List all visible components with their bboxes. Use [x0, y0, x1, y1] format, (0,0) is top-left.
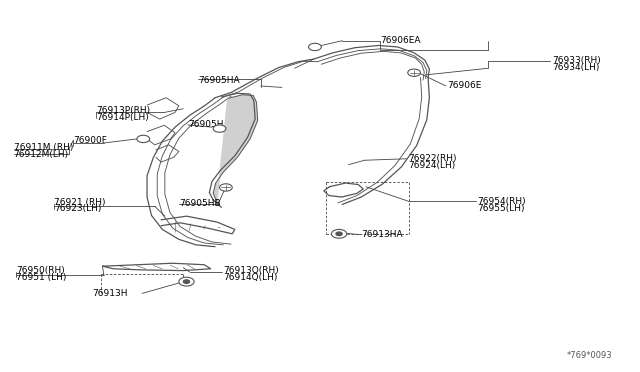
Text: 76914Q(LH): 76914Q(LH)	[223, 273, 278, 282]
Circle shape	[308, 43, 321, 51]
Text: 76914P(LH): 76914P(LH)	[96, 113, 149, 122]
Text: 76913P(RH): 76913P(RH)	[96, 106, 150, 115]
Text: 76921 (RH): 76921 (RH)	[54, 198, 106, 207]
Circle shape	[332, 230, 347, 238]
Text: 76900F: 76900F	[74, 136, 107, 145]
Circle shape	[220, 184, 232, 191]
Polygon shape	[213, 95, 258, 202]
Text: 76933(RH): 76933(RH)	[552, 57, 601, 65]
Text: 76954(RH): 76954(RH)	[477, 197, 526, 206]
Circle shape	[179, 277, 194, 286]
Text: 76913H: 76913H	[92, 289, 128, 298]
Circle shape	[408, 69, 420, 76]
Text: 76955(LH): 76955(LH)	[477, 203, 525, 212]
Text: 76951 (LH): 76951 (LH)	[16, 273, 67, 282]
Text: 76905HA: 76905HA	[198, 76, 239, 84]
Text: 76924(LH): 76924(LH)	[408, 161, 455, 170]
Text: 76905HB: 76905HB	[179, 199, 220, 208]
Text: 76906EA: 76906EA	[380, 36, 421, 45]
Circle shape	[184, 280, 189, 283]
Text: 76911M (RH): 76911M (RH)	[13, 143, 73, 152]
Text: 76922(RH): 76922(RH)	[408, 154, 456, 163]
Text: 76913HA: 76913HA	[362, 230, 403, 239]
Text: 76905H: 76905H	[188, 121, 223, 129]
Text: 76923(LH): 76923(LH)	[54, 204, 102, 213]
Circle shape	[213, 125, 226, 132]
Text: 76906E: 76906E	[447, 81, 481, 90]
Text: 76950(RH): 76950(RH)	[16, 266, 65, 275]
Text: 76913Q(RH): 76913Q(RH)	[223, 266, 279, 275]
Text: *769*0093: *769*0093	[567, 351, 612, 360]
Circle shape	[336, 232, 342, 235]
Text: 76934(LH): 76934(LH)	[552, 63, 600, 72]
Text: 76912M(LH): 76912M(LH)	[13, 150, 68, 159]
Circle shape	[137, 135, 150, 142]
